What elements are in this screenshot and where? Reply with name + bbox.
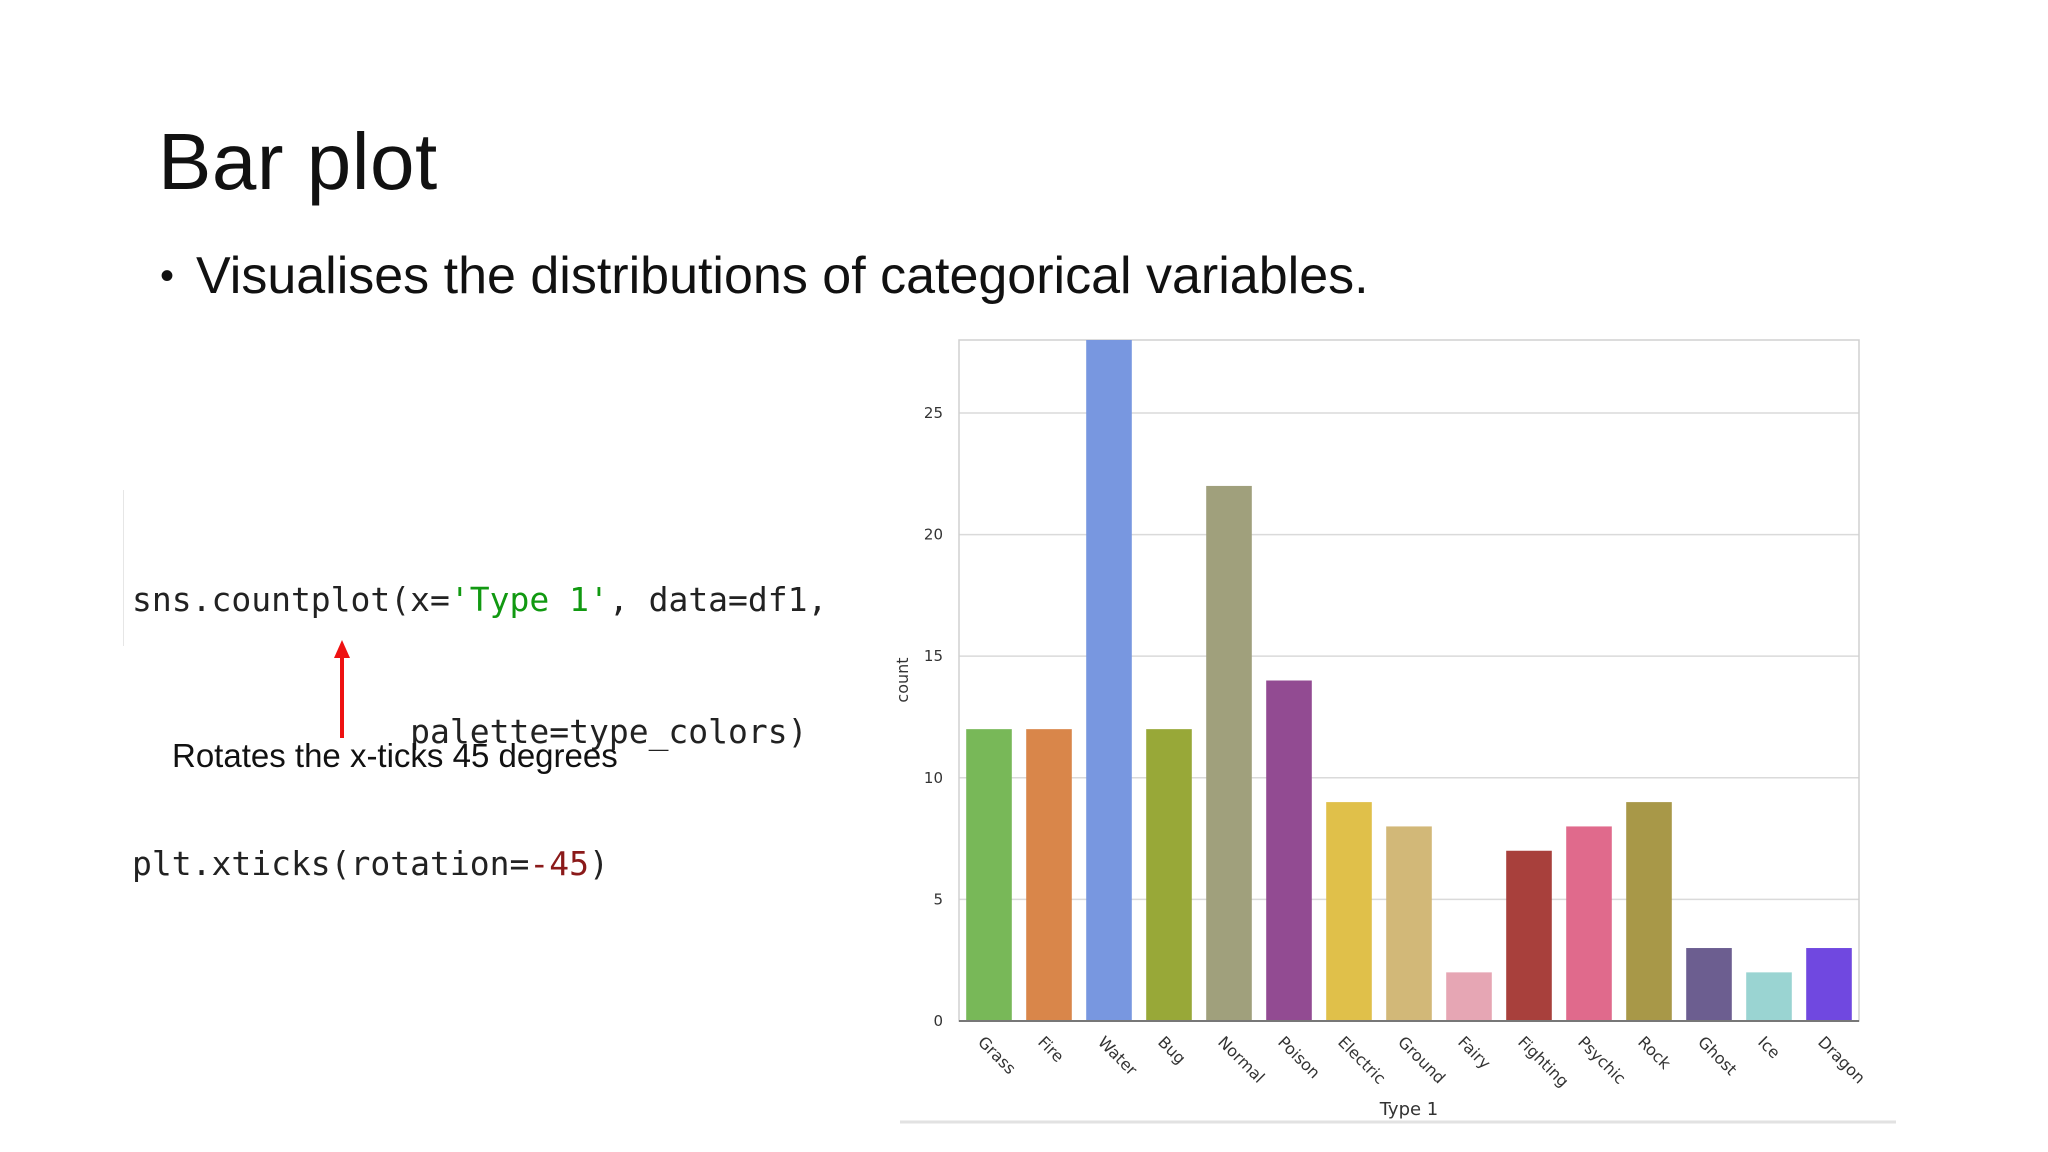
bar-fighting [1506,850,1552,1021]
x-tick-label: Ghost [1694,1032,1741,1079]
y-tick-label: 10 [924,769,943,787]
y-tick-label: 25 [924,404,943,422]
bar-ghost [1686,948,1732,1021]
bullet-item: • Visualises the distributions of catego… [160,250,1369,302]
x-tick-label: Electric [1334,1032,1389,1087]
code-line-3: plt.xticks(rotation=-45) [132,842,892,886]
x-tick-label: Poison [1274,1032,1324,1082]
x-tick-label: Fire [1034,1032,1068,1066]
bar-poison [1266,680,1312,1021]
code-token: ) [588,844,609,883]
bar-chart: 0 5 10 15 20 25 Grass Fire Water Bug Normal Poison… [893,339,1896,1124]
bar-grass [966,729,1012,1021]
x-tick-label: Normal [1214,1032,1268,1086]
code-token: sns.countplot(x= [132,580,450,619]
bar-psychic [1566,826,1612,1021]
code-line-1: sns.countplot(x='Type 1', data=df1, [132,578,892,622]
bullet-dot-icon: • [160,254,175,298]
x-tick-label: Water [1094,1032,1141,1079]
x-tick-label: Fairy [1454,1032,1494,1072]
red-arrow-icon [334,640,350,738]
code-number-token: -45 [529,844,589,883]
x-tick-label: Dragon [1814,1032,1869,1087]
x-tick-label: Psychic [1574,1032,1629,1087]
bar-bug [1146,729,1192,1021]
x-tick-label: Bug [1154,1032,1190,1068]
x-tick-label: Rock [1634,1032,1675,1073]
bar-water [1086,340,1132,1021]
bar-fire [1026,729,1072,1021]
y-tick-label: 15 [924,647,943,665]
x-tick-label: Ground [1394,1032,1449,1087]
x-tick-label: Fighting [1514,1032,1573,1091]
bar-electric [1326,802,1372,1021]
bar-dragon [1806,948,1852,1021]
x-tick-label: Grass [974,1032,1020,1078]
y-tick-label: 5 [933,890,943,908]
bar-rock [1626,802,1672,1021]
slide-title: Bar plot [158,117,438,206]
chart-bars [966,340,1852,1021]
y-axis-label: count [893,657,912,702]
x-tick-label: Ice [1754,1032,1784,1062]
y-tick-label: 20 [924,526,943,544]
x-tick-labels: Grass Fire Water Bug Normal Poison Electric Gro… [974,1032,1869,1091]
y-tick-labels: 0 5 10 15 20 25 [924,404,943,1030]
code-token: palette=type_colors) [410,712,808,751]
bar-ice [1746,972,1792,1021]
annotation-text: Rotates the x-ticks 45 degrees [172,737,618,774]
code-string-token: 'Type 1' [449,580,609,619]
x-axis-label: Type 1 [1379,1099,1439,1120]
code-line-2: palette=type_colors) [132,710,892,754]
bullet-text: Visualises the distributions of categori… [196,247,1369,305]
bar-fairy [1446,972,1492,1021]
code-token: , data=df1, [608,580,828,619]
y-tick-label: 0 [933,1012,943,1030]
code-block: sns.countplot(x='Type 1', data=df1, pale… [123,490,892,883]
bar-normal [1206,485,1252,1021]
code-token: plt.xticks(rotation= [132,844,530,883]
bar-ground [1386,826,1432,1021]
